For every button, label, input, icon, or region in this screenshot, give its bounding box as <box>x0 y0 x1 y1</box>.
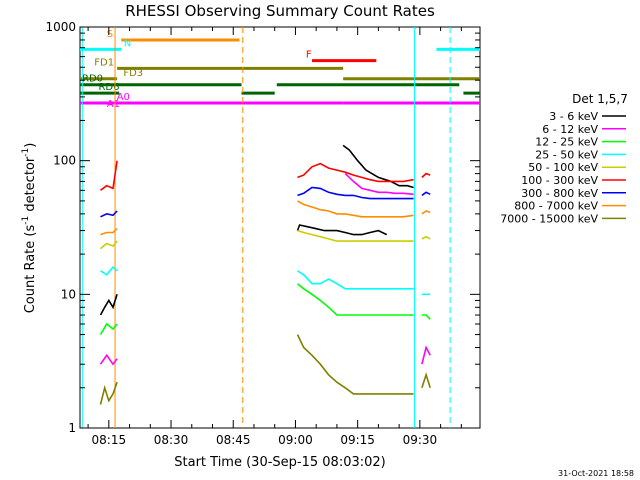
flag-label-fd3: FD3 <box>123 68 143 79</box>
series-3 <box>100 265 431 296</box>
flag-label-n: N <box>124 38 131 49</box>
series-1 <box>99 173 431 366</box>
series-line-2-0 <box>99 322 118 336</box>
x-tick-label: 09:30 <box>403 433 438 447</box>
series-line-4-0 <box>99 240 118 250</box>
series-line-0-1 <box>296 224 388 236</box>
series-line-0-2 <box>342 144 414 189</box>
series-layer <box>99 144 431 405</box>
legend-label: 7000 - 15000 keV <box>500 212 598 225</box>
series-line-4-2 <box>421 235 431 240</box>
series-line-0-0 <box>99 294 118 316</box>
y-axis-label-sup1: -1 <box>21 216 31 225</box>
legend-label: 300 - 800 keV <box>521 187 598 200</box>
series-line-7-0 <box>100 228 118 236</box>
series-line-5-2 <box>421 172 431 178</box>
series-line-8-2 <box>421 372 431 389</box>
plot-frame <box>79 26 481 429</box>
y-tick-label: 1000 <box>45 20 76 34</box>
series-line-5-0 <box>100 160 118 191</box>
series-5 <box>100 160 431 191</box>
x-tick-label: 08:15 <box>92 433 127 447</box>
x-tick-label: 08:30 <box>154 433 189 447</box>
y-axis-label-end: ) <box>23 143 38 148</box>
series-line-7-2 <box>421 210 431 215</box>
series-6 <box>100 186 431 218</box>
series-line-6-0 <box>100 210 118 218</box>
axes-layer: 1 10 100 1000 08:15 08:30 08:45 09:00 09:15 09:30 <box>45 20 480 447</box>
legend-label: 50 - 100 keV <box>528 161 598 174</box>
legend-label: 12 - 25 keV <box>535 136 598 149</box>
series-2 <box>99 283 431 336</box>
vertical-markers <box>81 27 451 428</box>
series-line-1-2 <box>421 345 431 365</box>
series-line-7-1 <box>297 200 414 218</box>
series-0 <box>99 144 414 316</box>
flag-label-a1: A1 <box>107 99 120 110</box>
series-line-4-1 <box>297 229 414 242</box>
legend-label: 100 - 300 keV <box>521 174 598 187</box>
y-tick-label: 1 <box>68 421 76 435</box>
x-axis-label: Start Time (30-Sep-15 08:03:02) <box>174 455 385 470</box>
series-8 <box>99 334 431 405</box>
series-line-5-1 <box>297 162 414 183</box>
series-line-1-1 <box>344 173 414 196</box>
series-7 <box>100 200 431 236</box>
flag-label-rd0: RD0 <box>82 74 103 85</box>
legend-label: 800 - 7000 keV <box>514 200 598 213</box>
legend-label: 3 - 6 keV <box>549 110 598 123</box>
series-line-3-1 <box>297 270 414 290</box>
y-tick-label: 100 <box>53 154 76 168</box>
timestamp: 31-Oct-2021 18:58 <box>558 469 634 478</box>
chart-title: RHESSI Observing Summary Count Rates <box>125 2 435 20</box>
series-4 <box>99 229 431 250</box>
x-tick-label: 09:00 <box>278 433 313 447</box>
series-line-6-1 <box>297 186 414 200</box>
series-line-3-0 <box>100 265 118 276</box>
series-line-1-0 <box>99 353 118 366</box>
x-tick-label: 09:15 <box>340 433 375 447</box>
series-line-8-1 <box>296 334 414 395</box>
legend-label: 25 - 50 keV <box>535 148 598 161</box>
series-line-2-2 <box>421 314 431 320</box>
y-axis-label-mid: detector <box>23 156 38 216</box>
legend-label: 6 - 12 keV <box>542 123 598 136</box>
flag-label-a0: A0 <box>117 92 130 103</box>
series-line-2-1 <box>296 283 414 316</box>
y-axis-label-sup2: -1 <box>21 148 31 157</box>
y-axis-label: Count Rate (s-1 detector-1) <box>21 143 38 314</box>
series-line-8-0 <box>99 381 118 405</box>
flag-label-fd1: FD1 <box>94 57 114 68</box>
flag-label-rd6: RD6 <box>98 82 119 93</box>
y-tick-label: 10 <box>61 287 76 301</box>
legend-title: Det 1,5,7 <box>572 92 628 106</box>
flag-label-f: F <box>306 50 312 61</box>
series-line-6-2 <box>421 191 431 197</box>
x-tick-label: 08:45 <box>216 433 251 447</box>
y-axis-label-main: Count Rate (s <box>23 225 38 314</box>
flag-label-s: S <box>107 29 113 40</box>
